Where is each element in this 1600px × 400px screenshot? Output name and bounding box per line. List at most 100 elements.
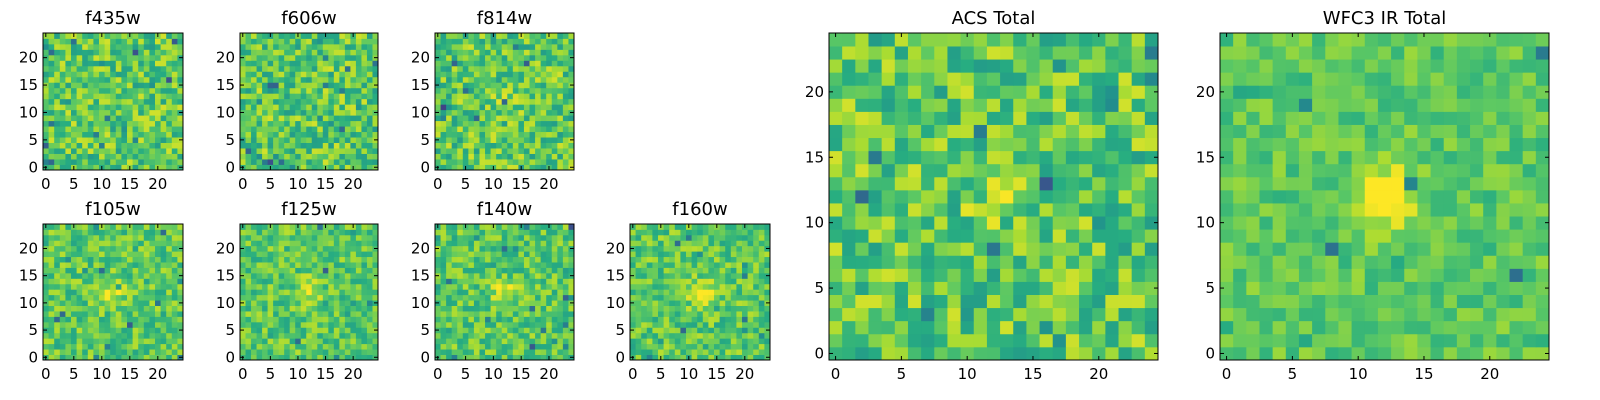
heatmap-cell — [652, 267, 659, 274]
heatmap-cell — [267, 71, 274, 78]
heatmap-cell — [535, 137, 542, 143]
heatmap-cell — [322, 71, 329, 78]
heatmap-cell — [742, 338, 748, 345]
heatmap-cell — [82, 267, 89, 274]
heatmap-cell — [71, 245, 77, 252]
heatmap-cell — [868, 216, 883, 230]
heatmap-cell — [350, 98, 357, 105]
heatmap-cell — [1000, 268, 1014, 282]
heatmap-cell — [306, 251, 313, 258]
heatmap-cell — [468, 49, 475, 56]
heatmap-cell — [361, 104, 368, 111]
heatmap-cell — [894, 255, 909, 269]
heatmap-cell — [166, 159, 173, 165]
heatmap-cell — [251, 109, 257, 116]
heatmap-cell — [435, 305, 441, 312]
heatmap-cell — [829, 176, 843, 191]
heatmap-cell — [127, 349, 133, 355]
heatmap-cell — [473, 343, 480, 350]
heatmap-cell — [177, 251, 184, 258]
heatmap-cell — [680, 224, 687, 230]
heatmap-cell — [557, 338, 564, 345]
heatmap-cell — [171, 142, 178, 149]
heatmap-cell — [680, 229, 687, 236]
heatmap-cell — [440, 131, 447, 138]
heatmap-cell — [551, 262, 558, 268]
heatmap-cell — [479, 65, 486, 72]
heatmap-cell — [719, 354, 726, 361]
heatmap-cell — [306, 137, 313, 143]
heatmap-cell — [451, 126, 458, 133]
heatmap-cell — [764, 234, 771, 241]
heatmap-cell — [725, 332, 732, 339]
heatmap-cell — [121, 131, 128, 138]
heatmap-cell — [435, 159, 441, 165]
heatmap-cell — [339, 65, 346, 72]
heatmap-cell — [881, 346, 896, 361]
heatmap-cell — [82, 272, 89, 279]
heatmap-cell — [451, 76, 458, 83]
heatmap-cell — [468, 120, 475, 127]
heatmap-cell — [54, 354, 61, 361]
heatmap-cell — [333, 256, 340, 263]
heatmap-cell — [1052, 268, 1067, 282]
heatmap-cell — [663, 234, 670, 241]
heatmap-cell — [350, 76, 357, 83]
heatmap-cell — [512, 316, 519, 323]
heatmap-cell — [262, 65, 268, 72]
heatmap-cell — [344, 327, 351, 334]
heatmap-cell — [702, 256, 709, 263]
heatmap-cell — [48, 234, 55, 241]
heatmap-cell — [451, 251, 458, 258]
heatmap-cell — [339, 159, 346, 165]
heatmap-cell — [71, 283, 77, 290]
heatmap-cell — [93, 294, 100, 301]
heatmap-cell — [71, 321, 77, 328]
heatmap-cell — [339, 289, 346, 296]
heatmap-cell — [76, 311, 83, 317]
heatmap-cell — [93, 120, 100, 127]
heatmap-cell — [121, 71, 128, 78]
heatmap-cell — [306, 54, 313, 61]
heatmap-cell — [842, 320, 856, 335]
heatmap-cell — [1013, 281, 1027, 295]
heatmap-cell — [479, 262, 486, 268]
heatmap-cell — [328, 131, 335, 138]
heatmap-cell — [725, 349, 732, 355]
heatmap-cell — [350, 49, 357, 56]
heatmap-cell — [93, 98, 100, 105]
heatmap-cell — [691, 251, 698, 258]
heatmap-cell — [479, 148, 486, 154]
heatmap-cell — [127, 76, 133, 83]
heatmap-cell — [251, 289, 257, 296]
heatmap-cell — [121, 120, 128, 127]
heatmap-cell — [306, 38, 313, 45]
heatmap-cell — [333, 137, 340, 143]
heatmap-cell — [132, 267, 139, 274]
heatmap-cell — [177, 338, 184, 345]
heatmap-cell — [557, 76, 564, 83]
heatmap-cell — [1052, 176, 1067, 191]
heatmap-cell — [691, 224, 698, 230]
heatmap-cell — [485, 33, 491, 39]
heatmap-cell — [366, 305, 373, 312]
heatmap-cell — [300, 316, 307, 323]
heatmap-cell — [245, 338, 252, 345]
heatmap-cell — [54, 229, 61, 236]
heatmap-cell — [496, 349, 503, 355]
heatmap-cell — [501, 164, 508, 171]
heatmap-cell — [702, 327, 709, 334]
heatmap-cell — [284, 234, 291, 241]
heatmap-cell — [87, 224, 94, 230]
heatmap-cell — [240, 148, 246, 154]
heatmap-cell — [440, 262, 447, 268]
heatmap-cell — [479, 153, 486, 160]
heatmap-cell — [753, 343, 760, 350]
heatmap-cell — [87, 327, 94, 334]
heatmap-cell — [630, 234, 636, 241]
heatmap-cell — [121, 278, 128, 285]
heatmap-cell — [251, 33, 257, 39]
heatmap-cell — [328, 71, 335, 78]
heatmap-cell — [507, 60, 514, 67]
heatmap-cell — [166, 224, 173, 230]
